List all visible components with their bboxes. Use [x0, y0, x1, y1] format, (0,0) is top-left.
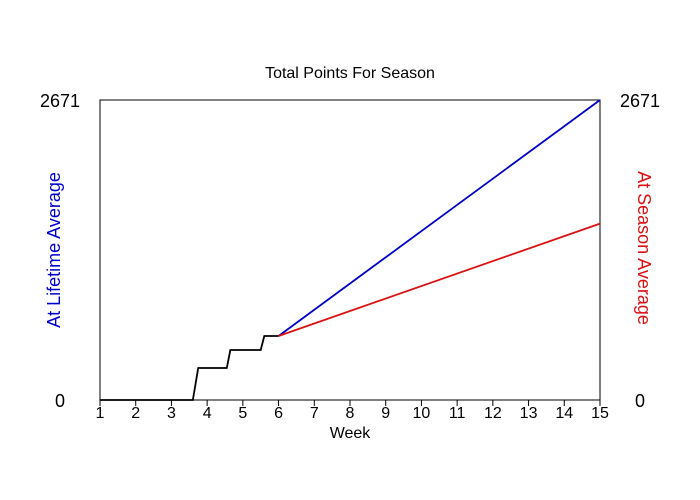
left-y-axis-label: At Lifetime Average: [44, 172, 64, 328]
x-axis-label: Week: [330, 425, 372, 442]
x-tick-label: 6: [274, 405, 283, 422]
x-axis-ticks: 1 2 3 4 5 6 7 8 9 10 11 12 13 14 15: [96, 400, 609, 422]
left-y-min-label: 0: [55, 391, 65, 411]
x-tick-label: 7: [310, 405, 319, 422]
x-tick-label: 12: [484, 405, 502, 422]
series-line-lifetime: [278, 99, 601, 337]
right-y-max-label: 2671: [620, 91, 660, 111]
x-tick-label: 8: [346, 405, 355, 422]
x-tick-label: 3: [167, 405, 176, 422]
x-tick-label: 2: [131, 405, 140, 422]
right-y-axis-label: At Season Average: [634, 171, 654, 325]
x-tick-label: 13: [520, 405, 538, 422]
series-line-season: [278, 222, 601, 337]
right-y-min-label: 0: [635, 391, 645, 411]
x-tick-label: 15: [591, 405, 609, 422]
x-tick-label: 5: [238, 405, 247, 422]
left-y-max-label: 2671: [40, 91, 80, 111]
x-tick-label: 4: [203, 405, 212, 422]
x-tick-label: 1: [96, 405, 105, 422]
x-tick-label: 14: [555, 405, 573, 422]
series-layer: [100, 99, 601, 401]
x-tick-label: 9: [381, 405, 390, 422]
x-tick-label: 11: [449, 405, 466, 422]
chart-title: Total Points For Season: [265, 65, 435, 82]
series-line-actual: [100, 335, 279, 401]
x-tick-label: 10: [413, 405, 431, 422]
